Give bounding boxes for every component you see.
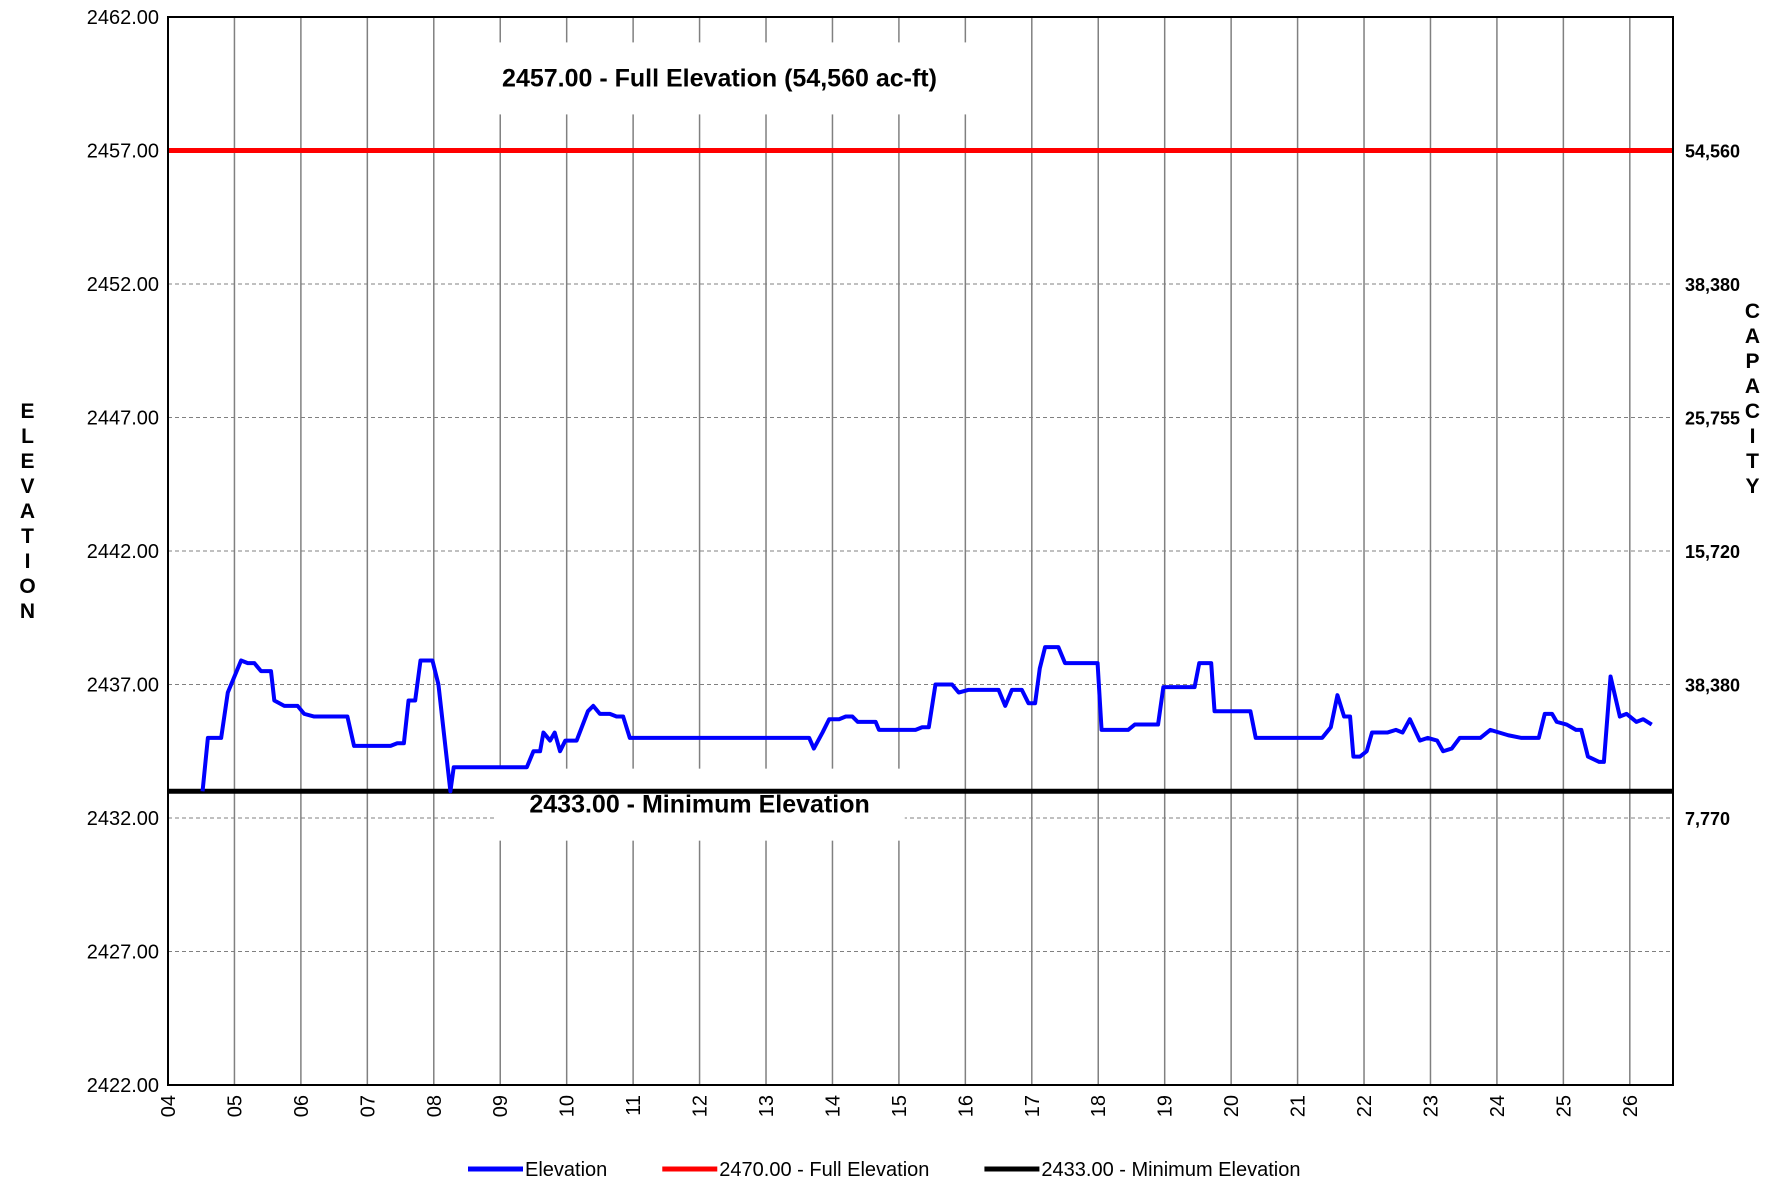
- x-tick-label: 06: [291, 1095, 313, 1117]
- x-tick-label: 19: [1155, 1095, 1177, 1117]
- y-tick-label: 2437.00: [87, 675, 159, 697]
- x-tick-label: 04: [158, 1095, 180, 1117]
- x-tick-label: 08: [424, 1095, 446, 1117]
- x-tick-label: 16: [955, 1095, 977, 1117]
- y-axis-label: ELEVATION: [16, 400, 39, 625]
- x-tick-label: 22: [1354, 1095, 1376, 1117]
- y-tick-label: 2452.00: [87, 274, 159, 296]
- x-tick-label: 26: [1620, 1095, 1642, 1117]
- x-tick-label: 12: [690, 1095, 712, 1117]
- y2-tick-label: 38,380: [1685, 275, 1740, 295]
- x-tick-label: 05: [224, 1095, 246, 1117]
- y2-tick-label: 15,720: [1685, 542, 1740, 562]
- y-tick-label: 2462.00: [87, 7, 159, 29]
- y-tick-label: 2442.00: [87, 541, 159, 563]
- x-tick-label: 11: [623, 1095, 645, 1116]
- annotation-box: [467, 42, 972, 115]
- data-line: [200, 645, 1653, 794]
- x-tick-label: 21: [1288, 1095, 1310, 1117]
- y-tick-label: 2422.00: [87, 1075, 159, 1097]
- annotation: 2457.00 - Full Elevation (54,560 ac-ft): [502, 64, 937, 92]
- plot-frame: [167, 16, 1674, 1086]
- y2-tick-label: 38,380: [1685, 676, 1740, 696]
- x-tick-label: 18: [1088, 1095, 1110, 1117]
- annotation: 2433.00 - Minimum Elevation: [529, 791, 869, 819]
- y2-tick-label: 7,770: [1685, 809, 1730, 829]
- y-tick-label: 2457.00: [87, 141, 159, 163]
- legend-label: 2470.00 - Full Elevation: [719, 1159, 929, 1181]
- x-tick-label: 13: [756, 1095, 778, 1117]
- y2-tick-label: 54,560: [1685, 142, 1740, 162]
- x-tick-label: 20: [1221, 1095, 1243, 1117]
- annotation-box: [494, 768, 905, 841]
- x-tick-label: 23: [1420, 1095, 1442, 1117]
- y-tick-label: 2427.00: [87, 942, 159, 964]
- x-tick-label: 24: [1487, 1095, 1509, 1117]
- x-tick-label: 10: [557, 1095, 579, 1117]
- x-tick-label: 07: [357, 1095, 379, 1117]
- legend-label: Elevation: [525, 1159, 607, 1181]
- x-tick-label: 15: [889, 1095, 911, 1117]
- x-tick-label: 09: [490, 1095, 512, 1117]
- y-tick-label: 2432.00: [87, 808, 159, 830]
- x-tick-label: 25: [1553, 1095, 1575, 1117]
- y2-tick-label: 25,755: [1685, 409, 1740, 429]
- x-tick-label: 17: [1022, 1095, 1044, 1117]
- legend-label: 2433.00 - Minimum Elevation: [1041, 1159, 1300, 1181]
- y-tick-label: 2447.00: [87, 408, 159, 430]
- y2-axis-label: CAPACITY: [1741, 300, 1764, 500]
- x-tick-label: 14: [822, 1095, 844, 1117]
